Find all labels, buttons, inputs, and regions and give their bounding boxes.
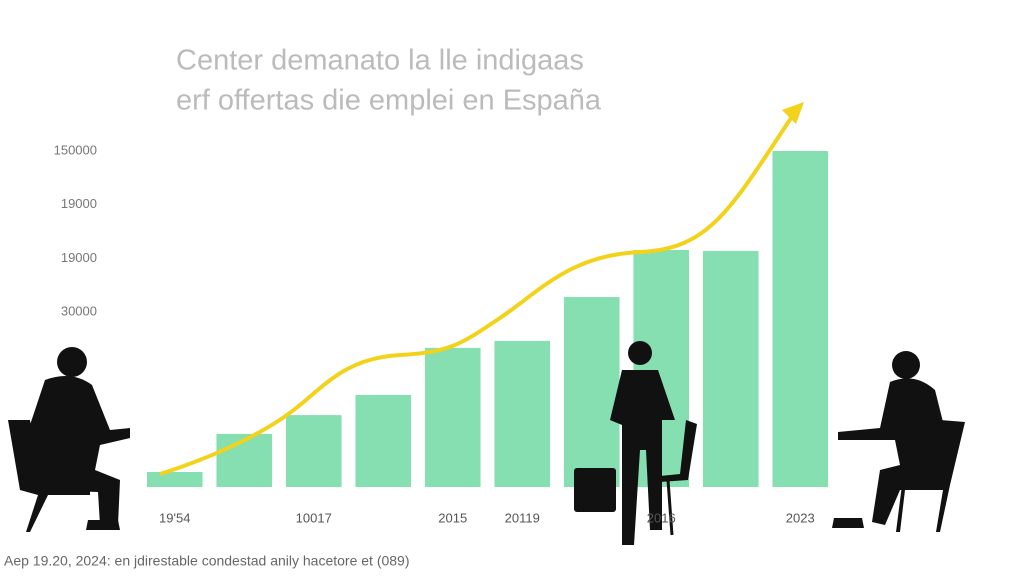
footer: Aep 19.20, 2024: en jdirestable condesta… [4, 553, 410, 569]
x-tick-label: 2023 [786, 510, 815, 525]
y-tick-label: 19000 [61, 250, 97, 265]
y-tick-label: 30000 [61, 304, 97, 319]
bar [772, 151, 829, 487]
chart-subtitle: erf offertas die emplei en España [176, 85, 602, 117]
x-tick-label: 19'54 [159, 510, 190, 525]
silhouette-left [8, 347, 130, 532]
bar [494, 340, 551, 487]
x-tick-label: 2015 [438, 510, 467, 525]
bar [355, 394, 412, 487]
chart-title: Center demanato la lle indigaas [176, 45, 584, 77]
y-tick-label: 19000 [61, 196, 97, 211]
bar [216, 433, 273, 487]
trend-line [159, 110, 797, 476]
bar [424, 347, 481, 487]
bar [146, 471, 203, 487]
bar [285, 415, 342, 487]
x-tick-label: 20119 [505, 510, 540, 525]
silhouette-right [832, 351, 965, 532]
trend-arrow [782, 102, 804, 124]
y-tick-label: 150000 [54, 142, 97, 157]
silhouette-center [574, 341, 697, 545]
x-tick-label: 10017 [296, 510, 332, 525]
bar [563, 297, 620, 487]
bar [702, 250, 759, 487]
x-tick-label: 2016 [647, 510, 676, 525]
